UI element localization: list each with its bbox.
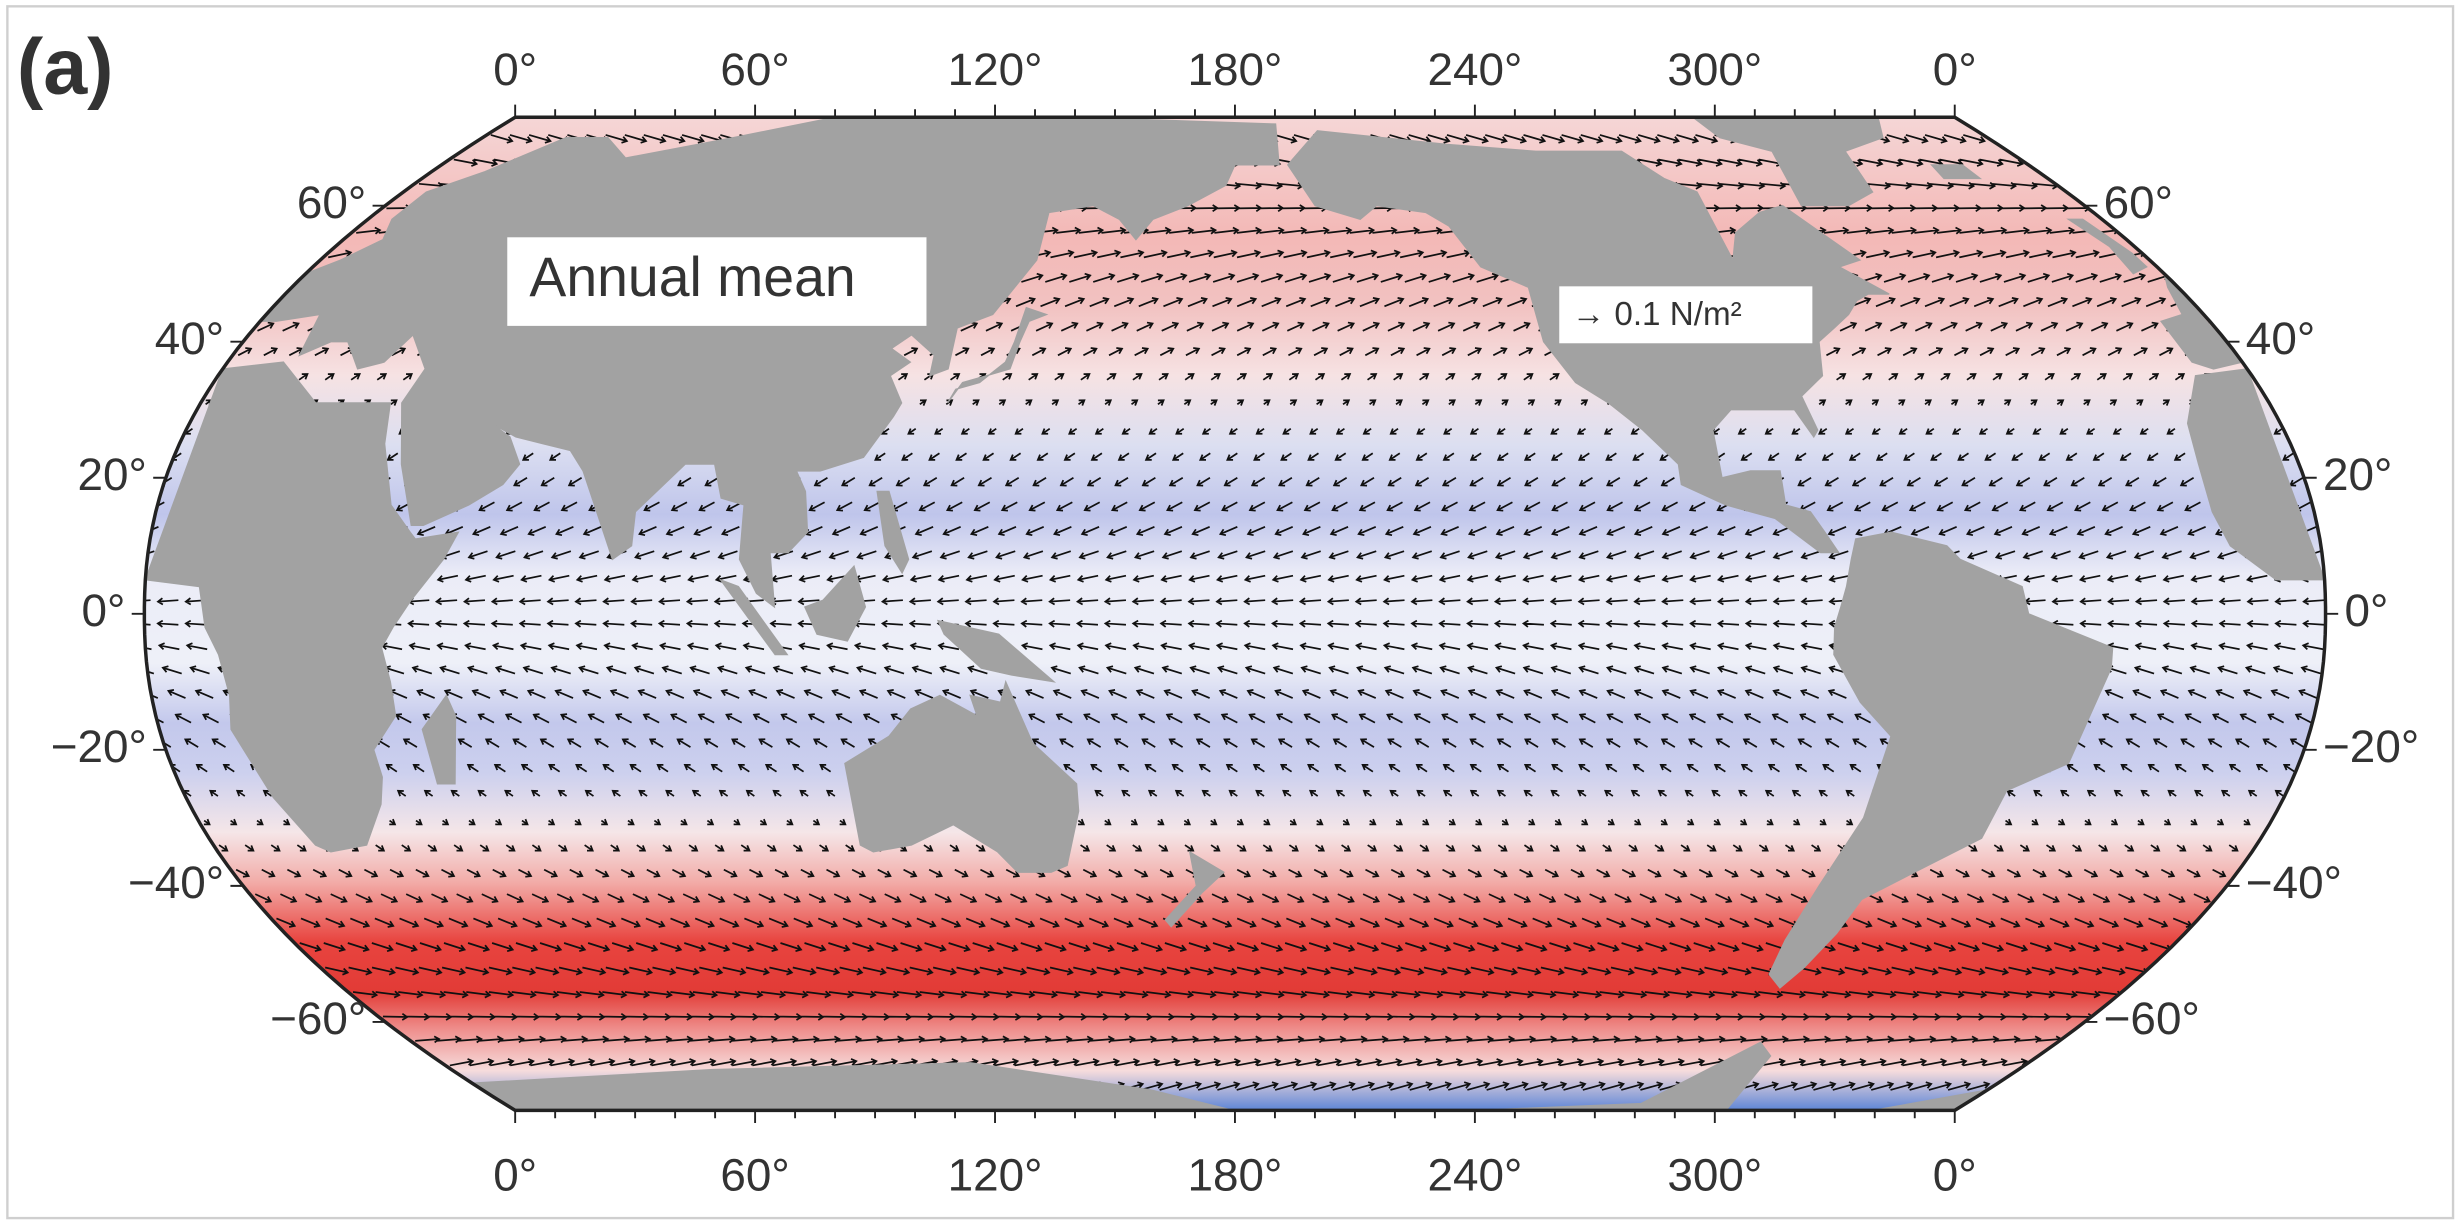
latitude-label: 40° xyxy=(155,312,224,364)
panel-label: (a) xyxy=(17,22,114,111)
latitude-label: 0° xyxy=(2345,584,2389,636)
longitude-label: 180° xyxy=(1188,43,1283,95)
land xyxy=(2159,273,2244,370)
land xyxy=(2186,368,2326,581)
longitude-label: 0° xyxy=(1933,43,1977,95)
latitude-label: 60° xyxy=(2104,176,2173,228)
title-box xyxy=(507,237,927,326)
land xyxy=(1673,117,1884,207)
longitude-label: 60° xyxy=(720,43,789,95)
land xyxy=(1930,164,1983,180)
latitude-label: −60° xyxy=(2104,992,2200,1044)
map-outline xyxy=(142,115,2328,1113)
longitude-label: 0° xyxy=(1933,1149,1977,1201)
longitude-label: 60° xyxy=(720,1149,789,1201)
reference-vector: → 0.1 N/m² xyxy=(1572,296,1742,333)
land xyxy=(876,490,910,575)
longitude-label: 240° xyxy=(1427,1149,1522,1201)
latitude-label: 0° xyxy=(82,584,126,636)
graticule-ticks xyxy=(131,104,2339,1124)
longitude-label: 300° xyxy=(1667,43,1762,95)
latitude-label: −20° xyxy=(2323,720,2419,772)
land xyxy=(844,679,1080,873)
land xyxy=(936,619,1057,683)
latitude-label: 40° xyxy=(2246,312,2315,364)
land xyxy=(144,361,460,853)
longitude-label: 120° xyxy=(948,1149,1043,1201)
longitude-label: 240° xyxy=(1427,43,1522,95)
latitude-label: −40° xyxy=(128,856,224,908)
tick-layer xyxy=(131,104,2339,1124)
latitude-label: 60° xyxy=(297,176,366,228)
land-layer xyxy=(144,117,2326,1111)
latitude-label: 20° xyxy=(2323,448,2392,500)
longitude-label: 300° xyxy=(1667,1149,1762,1201)
land xyxy=(1768,531,2114,989)
land xyxy=(471,1041,1989,1111)
land xyxy=(258,117,1280,609)
latitude-label: 20° xyxy=(78,448,147,500)
reference-box xyxy=(1559,286,1813,344)
latitude-label: −40° xyxy=(2246,856,2342,908)
longitude-label: 0° xyxy=(493,43,537,95)
latitude-label: −20° xyxy=(51,720,147,772)
longitude-label: 120° xyxy=(948,43,1043,95)
land xyxy=(2066,218,2148,275)
land xyxy=(803,564,867,642)
land xyxy=(947,306,1049,404)
land xyxy=(718,578,789,656)
title: Annual mean xyxy=(529,246,855,308)
land xyxy=(1164,850,1225,928)
label-layer: 0° 60° 120° 180° 240° 300° 0° 0° 60° 120° 180° 240°… xyxy=(51,43,2419,1201)
longitude-label: 0° xyxy=(493,1149,537,1201)
land xyxy=(421,694,457,785)
latitude-label: −60° xyxy=(270,992,366,1044)
longitude-label: 180° xyxy=(1188,1149,1283,1201)
